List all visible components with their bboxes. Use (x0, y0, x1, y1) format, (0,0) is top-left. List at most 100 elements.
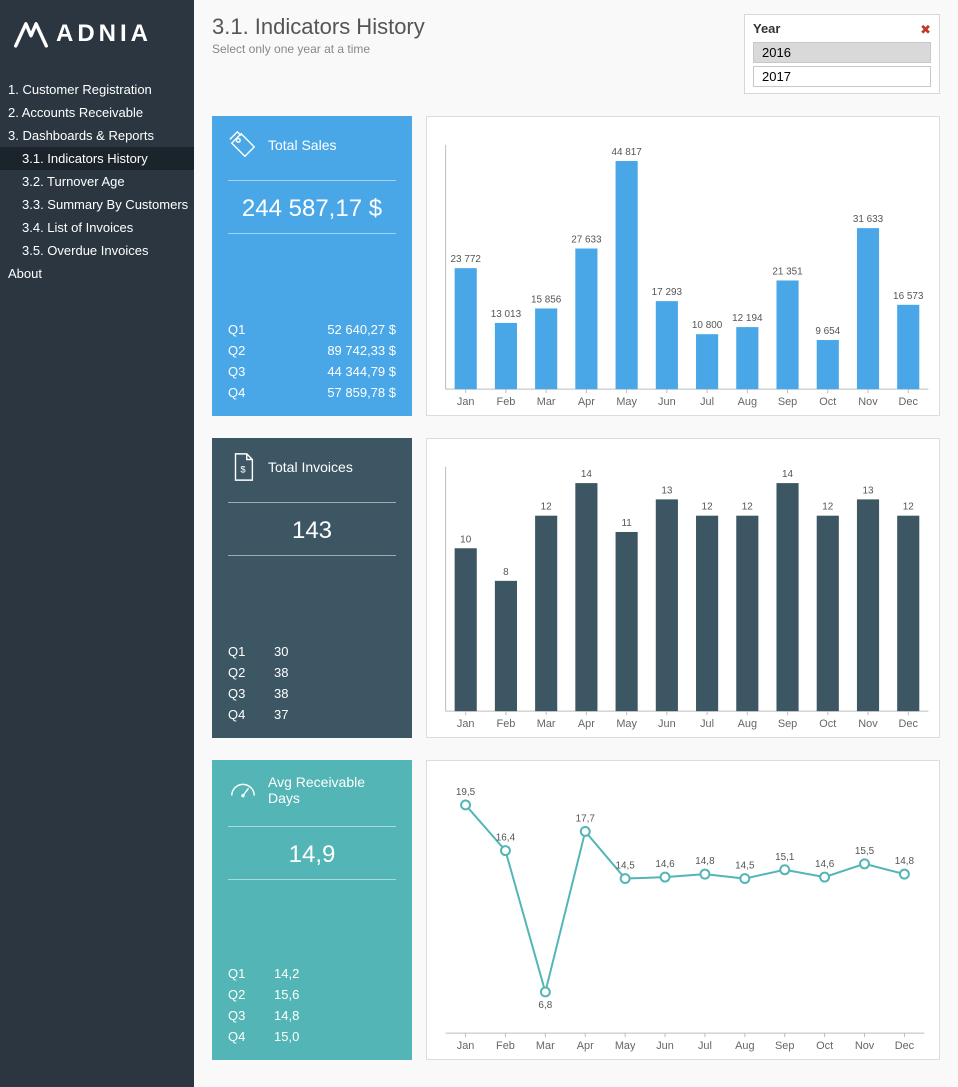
quarter-label: Q2 (228, 665, 274, 680)
clear-filter-icon[interactable]: ✖ (920, 22, 931, 38)
bar-label: 10 800 (692, 320, 723, 331)
bar-label: 10 (460, 534, 472, 545)
line-marker (860, 859, 869, 868)
bar (897, 305, 919, 389)
bar (857, 228, 879, 389)
bar-label: 8 (503, 567, 509, 578)
bar-label: 14 (581, 469, 593, 480)
point-label: 14,6 (815, 859, 835, 870)
sidebar-item[interactable]: About (0, 262, 194, 285)
brand-icon (14, 20, 48, 48)
quarter-value: 38 (274, 686, 396, 701)
quarter-label: Q2 (228, 343, 274, 358)
x-tick-label: May (615, 1040, 636, 1052)
x-tick-label: Dec (895, 1040, 915, 1052)
sidebar-sub-item[interactable]: 3.1. Indicators History (0, 147, 194, 170)
bar (535, 516, 557, 711)
quarter-label: Q1 (228, 644, 274, 659)
x-tick-label: Oct (819, 396, 836, 408)
sidebar-sub-item[interactable]: 3.4. List of Invoices (0, 216, 194, 239)
quarter-label: Q4 (228, 385, 274, 400)
x-tick-label: Jan (457, 718, 475, 730)
sidebar-sub-item[interactable]: 3.2. Turnover Age (0, 170, 194, 193)
x-tick-label: Jan (457, 396, 475, 408)
quarter-value: 14,8 (274, 1008, 396, 1023)
x-tick-label: Oct (819, 718, 836, 730)
header: 3.1. Indicators History Select only one … (212, 14, 940, 94)
price-tag-icon (228, 130, 258, 160)
bar-label: 12 (822, 502, 834, 513)
quarter-label: Q3 (228, 1008, 274, 1023)
line-marker (820, 873, 829, 882)
x-tick-label: Jul (698, 1040, 712, 1052)
card-title: Total Sales (268, 137, 336, 153)
quarter-value: 15,0 (274, 1029, 396, 1044)
bar (736, 516, 758, 711)
quarter-value: 57 859,78 $ (274, 385, 396, 400)
gauge-icon (228, 775, 258, 805)
line-marker (700, 870, 709, 879)
sidebar-item[interactable]: 2. Accounts Receivable (0, 101, 194, 124)
x-tick-label: Apr (577, 1040, 594, 1052)
card-avg-days: Avg Receivable Days 14,9 Q114,2Q215,6Q31… (212, 760, 412, 1060)
quarter-row: Q314,8 (228, 1008, 396, 1023)
point-label: 14,5 (735, 861, 755, 872)
bar-label: 23 772 (451, 254, 482, 265)
bar-label: 9 654 (815, 326, 840, 337)
bar (616, 161, 638, 389)
quarter-label: Q3 (228, 686, 274, 701)
year-option[interactable]: 2017 (753, 66, 931, 87)
x-tick-label: Nov (858, 396, 878, 408)
page-subtitle: Select only one year at a time (212, 42, 744, 56)
panel-sales: Total Sales 244 587,17 $ Q152 640,27 $ Q2… (212, 116, 940, 416)
quarter-row: Q152 640,27 $ (228, 322, 396, 337)
card-value: 244 587,17 $ (228, 195, 396, 223)
sidebar-sub-item[interactable]: 3.3. Summary By Customers (0, 193, 194, 216)
bar (575, 248, 597, 389)
x-tick-label: Apr (578, 718, 595, 730)
quarter-row: Q457 859,78 $ (228, 385, 396, 400)
card-value: 143 (228, 517, 396, 545)
bar-label: 12 (541, 502, 553, 513)
bar (776, 280, 798, 389)
x-tick-label: Jun (658, 718, 676, 730)
line-marker (621, 874, 630, 883)
sidebar: ADNIA 1. Customer Registration2. Account… (0, 0, 194, 1087)
bar (495, 581, 517, 711)
x-tick-label: Nov (858, 718, 878, 730)
line-marker (661, 873, 670, 882)
quarter-row: Q415,0 (228, 1029, 396, 1044)
sidebar-item[interactable]: 3. Dashboards & Reports (0, 124, 194, 147)
quarter-row: Q215,6 (228, 987, 396, 1002)
x-tick-label: May (616, 718, 637, 730)
bar-label: 11 (621, 518, 632, 529)
nav: 1. Customer Registration2. Accounts Rece… (0, 78, 194, 285)
bar (817, 516, 839, 711)
card-total-invoices: $ Total Invoices 143 Q130Q238Q338Q437 (212, 438, 412, 738)
point-label: 14,6 (655, 859, 675, 870)
x-tick-label: Mar (537, 718, 556, 730)
point-label: 14,8 (695, 856, 715, 867)
chart-avg-days: 19,5Jan16,4Feb6,8Mar17,7Apr14,5May14,6Ju… (426, 760, 940, 1060)
sidebar-sub-item[interactable]: 3.5. Overdue Invoices (0, 239, 194, 262)
quarter-label: Q2 (228, 987, 274, 1002)
x-tick-label: Mar (537, 396, 556, 408)
quarter-row: Q344 344,79 $ (228, 364, 396, 379)
quarter-value: 15,6 (274, 987, 396, 1002)
svg-text:$: $ (240, 465, 246, 475)
x-tick-label: Jul (700, 396, 714, 408)
x-tick-label: Aug (738, 396, 757, 408)
quarter-row: Q114,2 (228, 966, 396, 981)
quarter-row: Q437 (228, 707, 396, 722)
x-tick-label: May (616, 396, 637, 408)
x-tick-label: Nov (855, 1040, 875, 1052)
quarter-value: 37 (274, 707, 396, 722)
x-tick-label: Apr (578, 396, 595, 408)
main: 3.1. Indicators History Select only one … (194, 0, 958, 1087)
bar (817, 340, 839, 389)
line-marker (900, 870, 909, 879)
bar-label: 21 351 (772, 267, 803, 278)
sidebar-item[interactable]: 1. Customer Registration (0, 78, 194, 101)
year-option[interactable]: 2016 (753, 42, 931, 63)
bar (616, 532, 638, 711)
